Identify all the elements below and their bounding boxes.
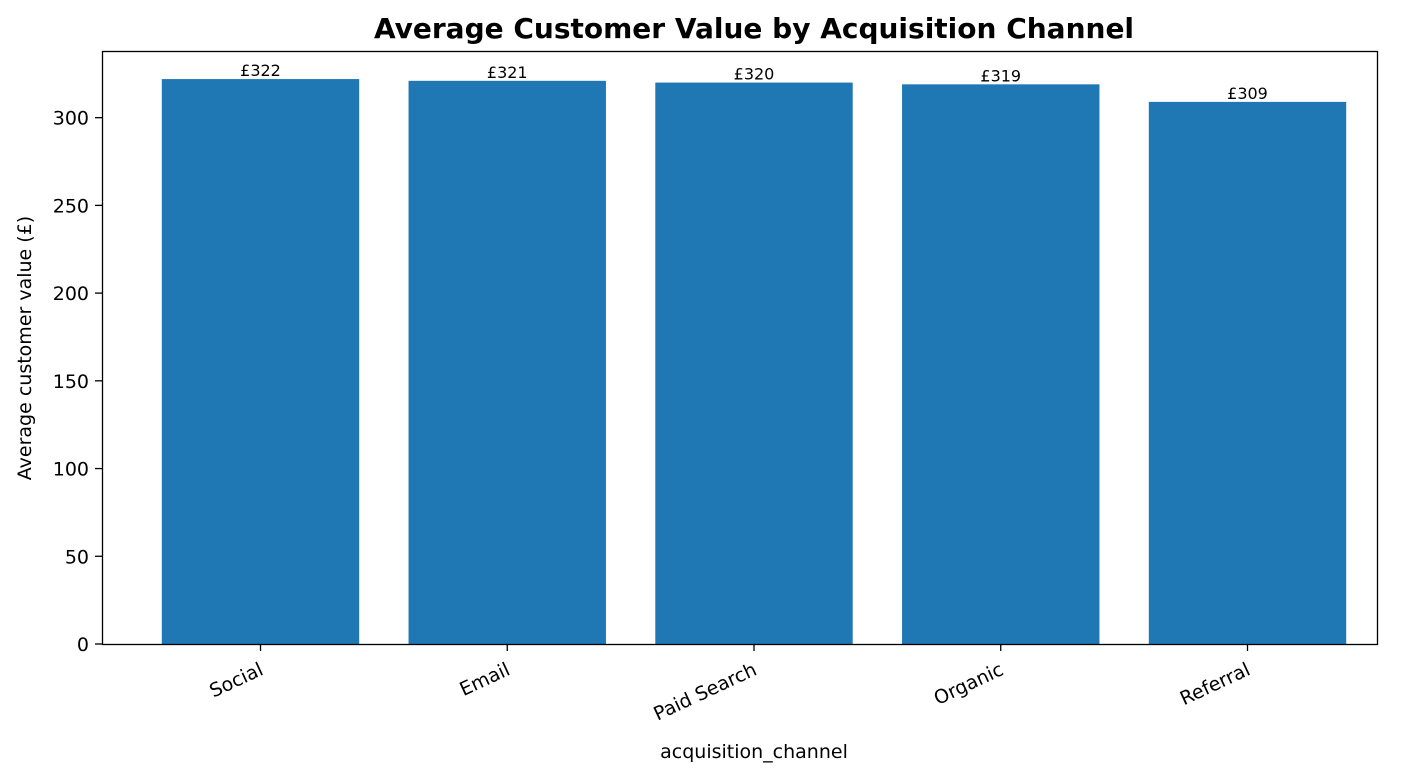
bar-email — [408, 80, 606, 645]
data-label: £320 — [734, 65, 775, 84]
bars-group — [161, 79, 1347, 645]
y-tick-label: 100 — [53, 459, 89, 481]
bar-referral — [1148, 101, 1347, 644]
y-tick-label: 250 — [53, 195, 89, 217]
x-axis-label: acquisition_channel — [660, 741, 848, 763]
y-tick-label: 300 — [53, 108, 89, 130]
x-axis: Social Email Paid Search Organic Referral — [206, 644, 1254, 726]
y-tick-label: 150 — [53, 371, 89, 393]
x-tick-label: Email — [456, 659, 513, 701]
plot-frame — [101, 50, 1379, 646]
x-tick-label: Social — [206, 659, 266, 703]
data-label: £319 — [980, 66, 1021, 85]
y-axis: 0 50 100 150 200 250 300 — [53, 108, 102, 656]
data-label: £322 — [240, 61, 281, 80]
data-labels-group: £322 £321 £320 £319 £309 — [240, 61, 1268, 103]
y-tick-label: 0 — [77, 634, 89, 656]
x-tick-label: Organic — [931, 659, 1007, 710]
bar-paid-search — [655, 82, 853, 644]
data-label: £321 — [487, 63, 528, 82]
chart-title: Average Customer Value by Acquisition Ch… — [374, 12, 1134, 45]
y-axis-label: Average customer value (£) — [14, 216, 36, 480]
x-tick-label: Paid Search — [650, 659, 760, 726]
x-tick-label: Referral — [1177, 659, 1254, 710]
bar-social — [161, 79, 360, 645]
bar-organic — [902, 84, 1100, 644]
y-tick-label: 50 — [65, 546, 89, 568]
data-label: £309 — [1227, 84, 1268, 103]
y-tick-label: 200 — [53, 283, 89, 305]
